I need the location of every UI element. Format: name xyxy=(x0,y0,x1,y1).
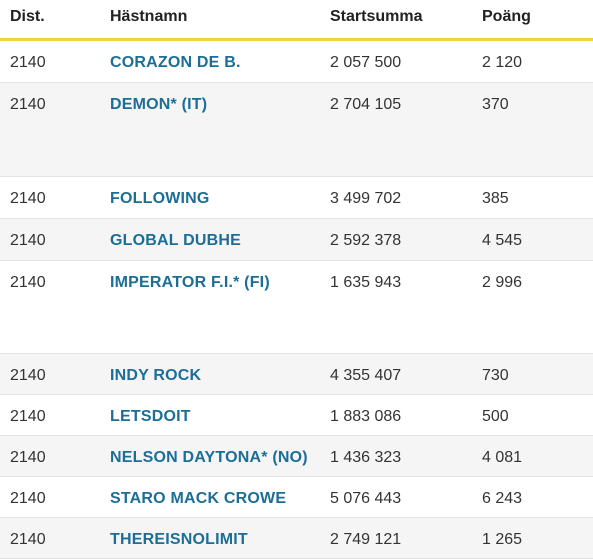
horse-name-link[interactable]: DEMON* (IT) xyxy=(110,96,208,113)
horse-name-link[interactable]: CORAZON DE B. xyxy=(110,54,241,71)
cell-dist: 2140 xyxy=(10,531,46,548)
horse-name-link[interactable]: FOLLOWING xyxy=(110,190,210,207)
cell-dist: 2140 xyxy=(10,449,46,466)
cell-startsumma: 5 076 443 xyxy=(330,490,402,507)
table-row: 2140 CORAZON DE B. 2 057 500 2 120 xyxy=(0,41,593,83)
cell-poang: 4 081 xyxy=(482,449,523,466)
cell-poang: 370 xyxy=(482,96,509,113)
table-row: 2140 NELSON DAYTONA* (NO) 1 436 323 4 08… xyxy=(0,436,593,477)
cell-dist: 2140 xyxy=(10,408,46,425)
cell-dist: 2140 xyxy=(10,490,46,507)
horse-name-link[interactable]: STARO MACK CROWE xyxy=(110,490,287,507)
cell-dist: 2140 xyxy=(10,96,46,113)
cell-poang: 6 243 xyxy=(482,490,523,507)
horse-name-link[interactable]: LETSDOIT xyxy=(110,408,191,425)
header-dist[interactable]: Dist. xyxy=(10,8,45,25)
horse-name-link[interactable]: GLOBAL DUBHE xyxy=(110,232,241,249)
table-row: 2140 LETSDOIT 1 883 086 500 xyxy=(0,395,593,436)
cell-poang: 4 545 xyxy=(482,232,523,249)
cell-poang: 500 xyxy=(482,408,509,425)
cell-startsumma: 2 592 378 xyxy=(330,232,402,249)
cell-poang: 2 996 xyxy=(482,274,523,291)
table-row: 2140 INDY ROCK 4 355 407 730 xyxy=(0,354,593,395)
cell-startsumma: 2 704 105 xyxy=(330,96,402,113)
horse-name-link[interactable]: THEREISNOLIMIT xyxy=(110,531,248,548)
cell-poang: 730 xyxy=(482,367,509,384)
cell-startsumma: 1 883 086 xyxy=(330,408,402,425)
cell-dist: 2140 xyxy=(10,54,46,71)
horse-name-link[interactable]: IMPERATOR F.I.* (FI) xyxy=(110,274,270,291)
table-header: Dist. Hästnamn Startsumma Poäng xyxy=(0,0,593,41)
cell-startsumma: 1 635 943 xyxy=(330,274,402,291)
header-name[interactable]: Hästnamn xyxy=(110,8,188,25)
table-row: 2140 GLOBAL DUBHE 2 592 378 4 545 xyxy=(0,219,593,261)
cell-startsumma: 2 749 121 xyxy=(330,531,402,548)
table-row: 2140 DEMON* (IT) 2 704 105 370 xyxy=(0,83,593,177)
horse-name-link[interactable]: INDY ROCK xyxy=(110,367,202,384)
horse-name-link[interactable]: NELSON DAYTONA* (NO) xyxy=(110,449,308,466)
table-row: 2140 STARO MACK CROWE 5 076 443 6 243 xyxy=(0,477,593,518)
cell-startsumma: 1 436 323 xyxy=(330,449,402,466)
cell-dist: 2140 xyxy=(10,274,46,291)
cell-dist: 2140 xyxy=(10,367,46,384)
cell-startsumma: 2 057 500 xyxy=(330,54,402,71)
header-startsumma[interactable]: Startsumma xyxy=(330,8,423,25)
cell-poang: 1 265 xyxy=(482,531,523,548)
cell-poang: 385 xyxy=(482,190,509,207)
header-poang[interactable]: Poäng xyxy=(482,8,531,25)
cell-dist: 2140 xyxy=(10,190,46,207)
table-row: 2140 FOLLOWING 3 499 702 385 xyxy=(0,177,593,219)
cell-poang: 2 120 xyxy=(482,54,523,71)
cell-startsumma: 3 499 702 xyxy=(330,190,402,207)
table-row: 2140 IMPERATOR F.I.* (FI) 1 635 943 2 99… xyxy=(0,261,593,354)
table-row: 2140 THEREISNOLIMIT 2 749 121 1 265 xyxy=(0,518,593,559)
cell-dist: 2140 xyxy=(10,232,46,249)
cell-startsumma: 4 355 407 xyxy=(330,367,402,384)
